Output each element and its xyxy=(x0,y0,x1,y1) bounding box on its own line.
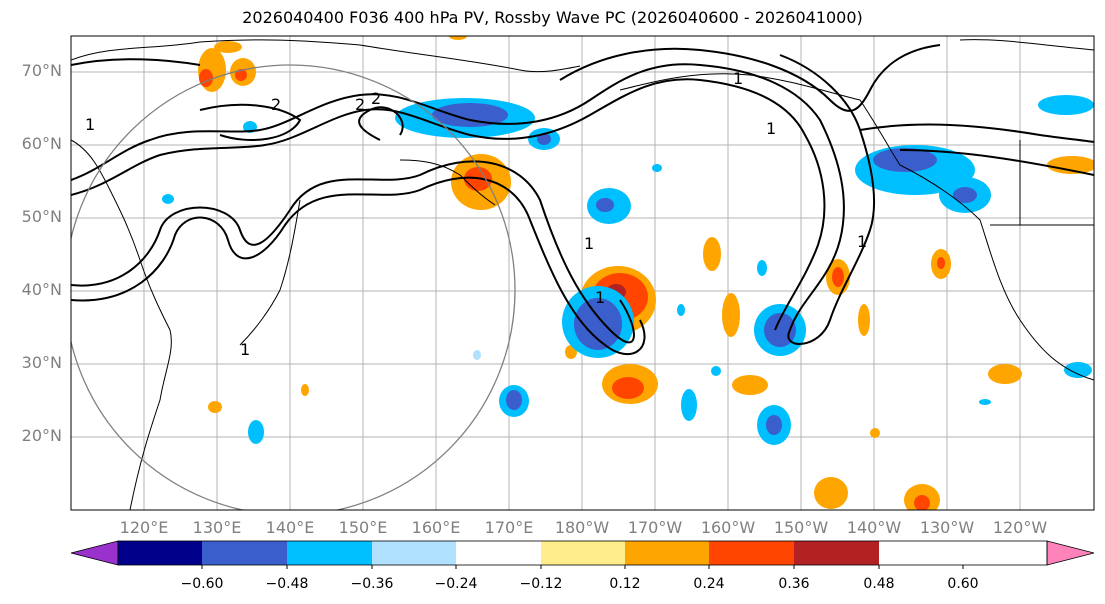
lat-label: 20°N xyxy=(21,426,62,445)
colorbar-segment xyxy=(541,541,625,565)
colorbar-segment xyxy=(372,541,456,565)
colorbar-frame xyxy=(117,540,1048,566)
coastlines xyxy=(71,39,1094,510)
colorbar-segment xyxy=(709,541,794,565)
lon-label: 130°W xyxy=(919,518,975,537)
lat-label: 50°N xyxy=(21,207,62,226)
pv-contours xyxy=(71,44,1094,356)
colorbar-extend-min xyxy=(70,540,119,566)
colorbar-tick-label: 0.24 xyxy=(693,576,725,592)
contour-label: 1 xyxy=(240,340,250,359)
contour-label: 1 xyxy=(584,234,594,253)
contour-label: 2 xyxy=(271,95,281,114)
lat-label: 70°N xyxy=(21,61,62,80)
contour-label: 2 xyxy=(355,95,365,114)
map-frame xyxy=(70,35,1095,511)
colorbar-tick-label: −0.60 xyxy=(180,576,224,592)
contour-label: 1 xyxy=(766,119,776,138)
lon-label: 130°E xyxy=(192,518,242,537)
lon-label: 120°W xyxy=(992,518,1048,537)
lon-label: 150°E xyxy=(338,518,388,537)
contour-label: 1 xyxy=(857,232,867,251)
radius-circle xyxy=(71,64,516,510)
contour-label: 1 xyxy=(733,69,743,88)
colorbar-tick-label: −0.48 xyxy=(265,576,309,592)
contour-label: 1 xyxy=(85,115,95,134)
lat-label: 30°N xyxy=(21,353,62,372)
colorbar-tick-label: 0.60 xyxy=(947,576,979,592)
lat-label: 60°N xyxy=(21,134,62,153)
lon-label: 160°W xyxy=(700,518,756,537)
colorbar-tick-label: 0.48 xyxy=(863,576,895,592)
lon-label: 180°W xyxy=(554,518,610,537)
colorbar-tick-label: 0.36 xyxy=(778,576,810,592)
colorbar-tick-label: −0.36 xyxy=(350,576,394,592)
colorbar-segment xyxy=(625,541,709,565)
colorbar-tick-label: −0.24 xyxy=(434,576,478,592)
colorbar-extend-max xyxy=(1046,540,1095,566)
contour-label: 1 xyxy=(595,288,605,307)
lon-label: 170°E xyxy=(484,518,534,537)
colorbar-segment xyxy=(118,541,202,565)
lon-label: 140°E xyxy=(265,518,315,537)
graticule xyxy=(71,36,1094,510)
map-title: 2026040400 F036 400 hPa PV, Rossby Wave … xyxy=(242,8,863,27)
lon-label: 150°W xyxy=(773,518,829,537)
colorbar-segment xyxy=(794,541,879,565)
contour-label-group: 1 2 2 2 1 1 1 1 1 1 xyxy=(85,69,867,359)
colorbar-segment xyxy=(202,541,287,565)
colorbar-tick-label: 0.12 xyxy=(609,576,641,592)
lat-label: 40°N xyxy=(21,280,62,299)
colorbar-segment xyxy=(287,541,372,565)
lon-label: 120°E xyxy=(119,518,169,537)
lon-label: 140°W xyxy=(846,518,902,537)
contour-label: 2 xyxy=(371,89,381,108)
colorbar xyxy=(70,540,1095,569)
colorbar-tick-label: −0.12 xyxy=(519,576,563,592)
lon-label: 160°E xyxy=(411,518,461,537)
colorbar-segment xyxy=(456,541,541,565)
lon-label: 170°W xyxy=(627,518,683,537)
